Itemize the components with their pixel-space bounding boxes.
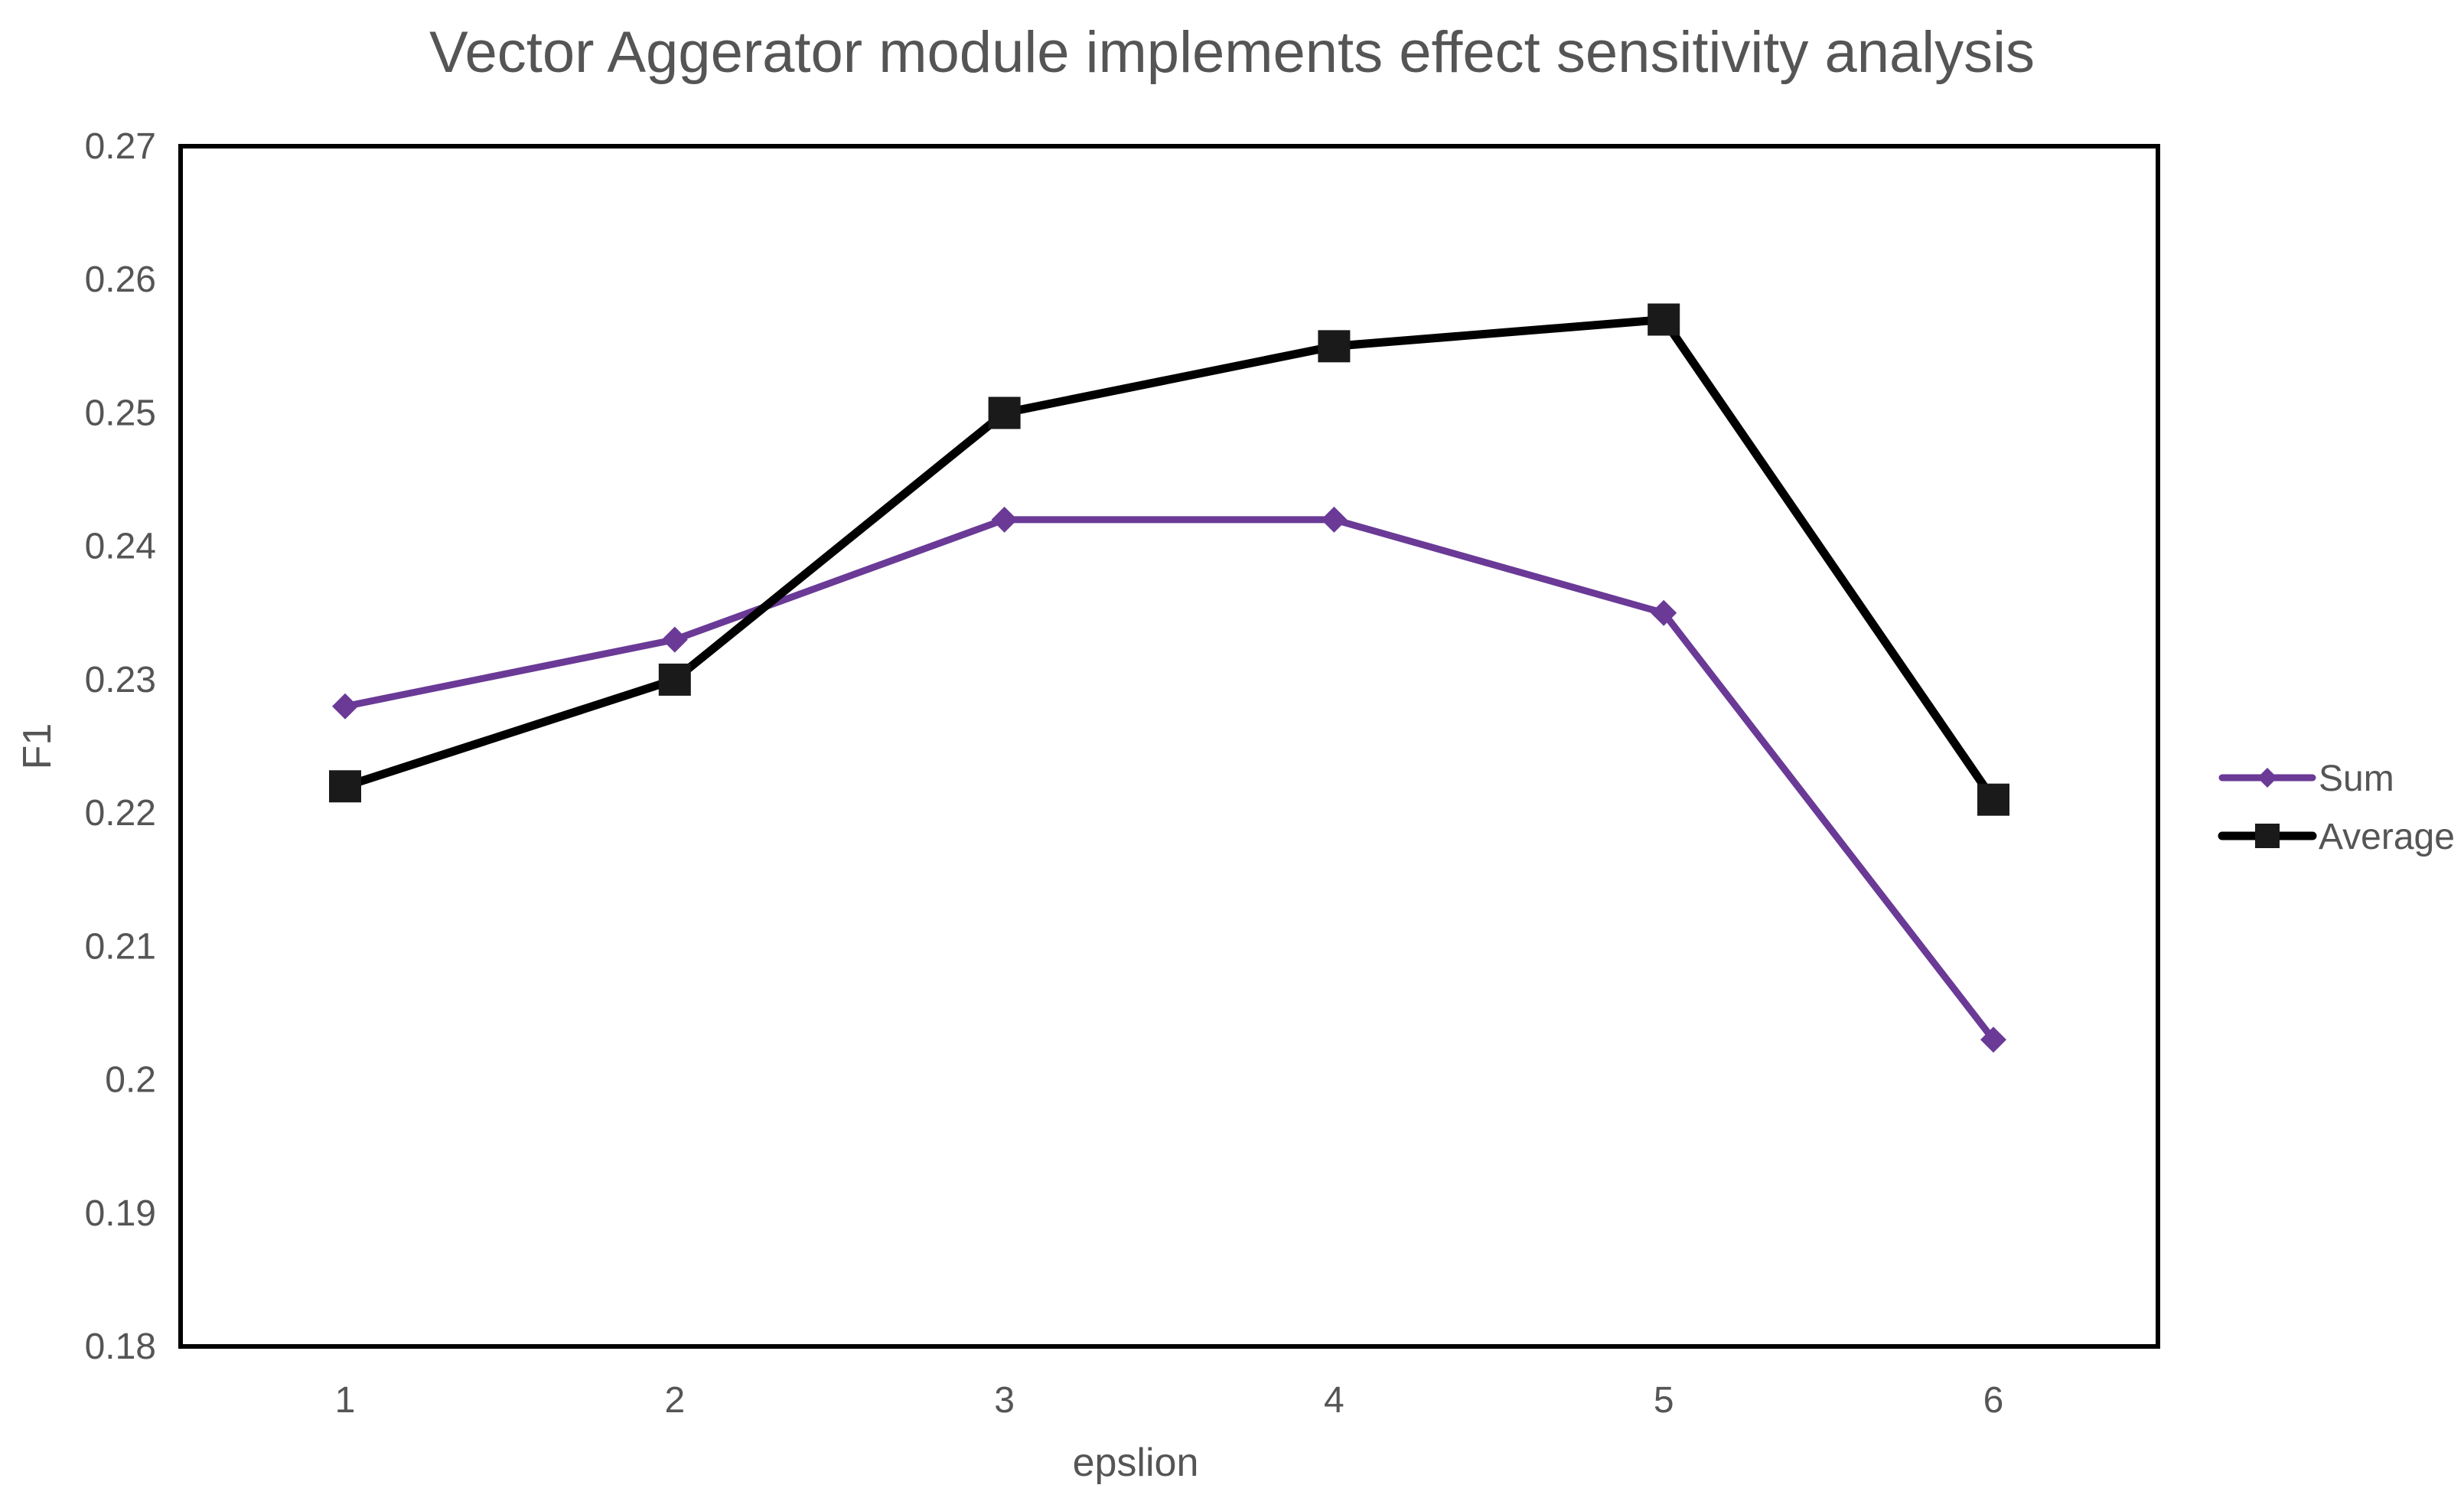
y-axis-label: F1 (15, 723, 60, 770)
data-point-average (1318, 330, 1351, 363)
legend-item-sum: Sum (2218, 759, 2394, 799)
x-axis-ticks: 1 2 3 4 5 6 (335, 1380, 2004, 1421)
x-axis-label: epslion (1073, 1441, 1199, 1485)
y-tick-label: 0.19 (85, 1193, 156, 1234)
data-point-average (658, 663, 691, 696)
series-line-average (341, 315, 1998, 804)
data-point-sum (661, 626, 688, 653)
series-average (329, 303, 2009, 816)
legend-marker (2255, 824, 2280, 848)
data-point-average (329, 770, 361, 803)
chart-title: Vector Aggerator module implements effec… (429, 20, 2035, 85)
x-tick-label: 5 (1654, 1380, 1674, 1421)
legend-marker (2257, 768, 2277, 788)
y-tick-label: 0.25 (85, 393, 156, 433)
y-tick-label: 0.21 (85, 926, 156, 967)
series-layer (329, 303, 2009, 1053)
data-point-sum (1651, 599, 1677, 626)
y-tick-label: 0.26 (85, 259, 156, 300)
data-point-average (1648, 303, 1680, 336)
data-point-sum (1980, 1026, 2006, 1053)
data-point-sum (991, 506, 1018, 533)
y-tick-label: 0.23 (85, 660, 156, 700)
series-line-sum (341, 516, 1997, 1043)
data-point-sum (332, 693, 358, 720)
y-tick-label: 0.2 (105, 1060, 156, 1101)
y-tick-label: 0.18 (85, 1327, 156, 1367)
y-tick-label: 0.22 (85, 793, 156, 834)
data-point-sum (1321, 506, 1348, 533)
legend: Sum Average (2218, 759, 2455, 857)
x-tick-label: 6 (1983, 1380, 2004, 1421)
x-tick-label: 4 (1324, 1380, 1344, 1421)
data-point-average (988, 397, 1021, 429)
legend-item-average: Average (2218, 817, 2455, 857)
data-point-average (1977, 783, 2009, 816)
y-tick-label: 0.27 (85, 126, 156, 167)
legend-label: Average (2319, 817, 2455, 857)
x-tick-label: 2 (664, 1380, 685, 1421)
y-axis-ticks: 0.18 0.19 0.2 0.21 0.22 0.23 0.24 0.25 0.26 0.27 (85, 126, 156, 1367)
legend-label: Sum (2319, 759, 2394, 799)
x-tick-label: 3 (994, 1380, 1015, 1421)
series-sum (332, 506, 2006, 1053)
plot-area-frame (178, 144, 2160, 1349)
y-tick-label: 0.24 (85, 527, 156, 567)
x-tick-label: 1 (335, 1380, 356, 1421)
